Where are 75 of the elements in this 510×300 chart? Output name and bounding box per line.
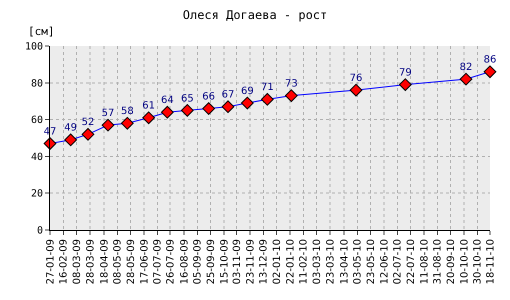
data-label: 58 [120,106,134,118]
data-label: 61 [142,100,156,112]
data-label: 69 [240,86,254,97]
y-axis-title: [см] [28,25,54,38]
data-label: 57 [102,108,114,119]
data-label: 52 [82,117,94,128]
point [202,102,216,115]
y-tick-label: 20 [30,188,43,200]
point [44,137,56,150]
point [284,89,298,102]
point [120,116,134,130]
data-label: 82 [460,62,472,73]
data-label: 65 [180,93,194,104]
x-tick-label: 22-07-10 [406,239,417,284]
data-label: 67 [222,90,234,101]
x-tick-label: 10-10-10 [459,239,470,284]
point [142,111,156,124]
data-label: 71 [260,82,274,94]
point [82,128,94,141]
point [484,65,496,78]
data-label: 73 [284,78,298,90]
point [160,106,174,119]
x-tick-label: 17-06-09 [139,239,150,284]
x-tick-label: 15-10-09 [219,239,230,284]
point [180,104,194,117]
x-tick-label: 23-11-09 [245,239,256,284]
x-tick-label: 28-03-09 [85,239,96,284]
data-label: 49 [64,122,78,134]
data-label: 76 [350,73,362,84]
x-tick-label: 26-07-09 [165,239,176,284]
x-tick-label: 07-07-09 [152,239,164,284]
point [102,118,114,132]
point [460,72,472,86]
x-tick-label: 02-01-10 [272,239,283,284]
x-tick-label: 08-05-09 [112,239,124,284]
point [350,84,362,97]
point [240,96,254,110]
x-tick-label: 12-06-10 [379,239,390,284]
x-tick-label: 20-09-10 [446,239,457,284]
x-tick-label: 03-05-10 [352,239,364,284]
x-tick-label: 16-02-09 [58,239,70,284]
x-tick-label: 18-11-10 [485,239,496,284]
x-tick-label: 23-05-10 [366,239,377,284]
chart-title: Олеся Догаева - рост [182,8,328,22]
x-tick-label: 13-04-10 [339,239,350,284]
point [222,100,234,114]
x-tick-label: 18-04-09 [99,239,110,284]
x-tick-label: 03-03-10 [312,239,323,284]
data-label: 79 [398,68,412,79]
x-tick-label: 16-08-09 [179,239,190,284]
x-tick-label: 30-10-10 [472,239,484,284]
x-tick-label: 13-12-09 [258,239,270,284]
y-tick-label: 80 [30,78,43,90]
x-tick-label: 08-03-09 [72,239,83,284]
x-tick-label: 25-09-09 [206,239,217,284]
y-tick-label: 60 [30,115,43,126]
data-label: 86 [484,54,496,66]
x-tick-label: 03-11-09 [232,239,243,284]
point [64,133,78,146]
x-tick-label: 02-07-10 [392,239,404,284]
y-tick-label: 0 [36,226,43,236]
x-tick-label: 11-02-10 [298,239,310,284]
data-label: 66 [202,91,216,102]
x-tick-label: 31-08-10 [432,239,444,284]
x-tick-label: 27-01-09 [45,239,56,284]
y-tick-label: 40 [30,152,43,163]
y-tick-label: 100 [24,42,43,52]
x-tick-label: 22-01-10 [285,239,296,284]
point [398,78,412,91]
x-tick-label: 28-05-09 [126,239,137,284]
x-tick-label: 05-09-09 [192,239,204,284]
data-label: 64 [160,95,174,106]
point [260,93,274,106]
x-tick-label: 11-08-10 [419,239,430,284]
x-tick-label: 23-03-10 [325,239,336,284]
